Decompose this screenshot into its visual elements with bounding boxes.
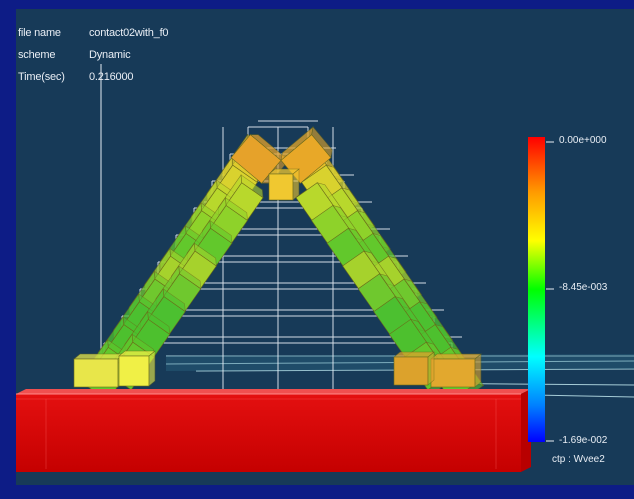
colorbar-min-label: -1.69e-002 [559, 435, 608, 446]
colorbar-mid-label: -8.45e-003 [559, 282, 608, 293]
3d-viewport[interactable]: file name contact02with_f0 scheme Dynami… [16, 9, 634, 485]
scheme-label: scheme [18, 49, 56, 61]
colorbar-quantity-label: ctp : Wvee2 [552, 454, 605, 465]
arch-block [73, 353, 125, 388]
colorbar [528, 137, 545, 442]
arch-block [268, 168, 300, 201]
arch-block [393, 351, 435, 386]
file-name-label: file name [18, 27, 61, 39]
arch-block [118, 350, 156, 387]
scheme-value: Dynamic [89, 49, 131, 61]
file-name-value: contact02with_f0 [89, 27, 169, 39]
arch-of-blocks-scene [16, 64, 634, 472]
time-label: Time(sec) [18, 71, 65, 83]
time-value: 0.216000 [89, 71, 134, 83]
arch-block [430, 353, 482, 388]
colorbar-max-label: 0.00e+000 [559, 135, 607, 146]
